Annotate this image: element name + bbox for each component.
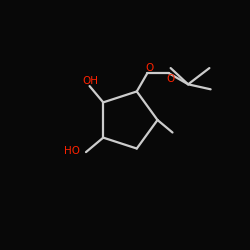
Text: O: O	[145, 62, 154, 72]
Text: O: O	[166, 74, 175, 84]
Text: HO: HO	[64, 146, 80, 156]
Text: OH: OH	[83, 76, 99, 86]
